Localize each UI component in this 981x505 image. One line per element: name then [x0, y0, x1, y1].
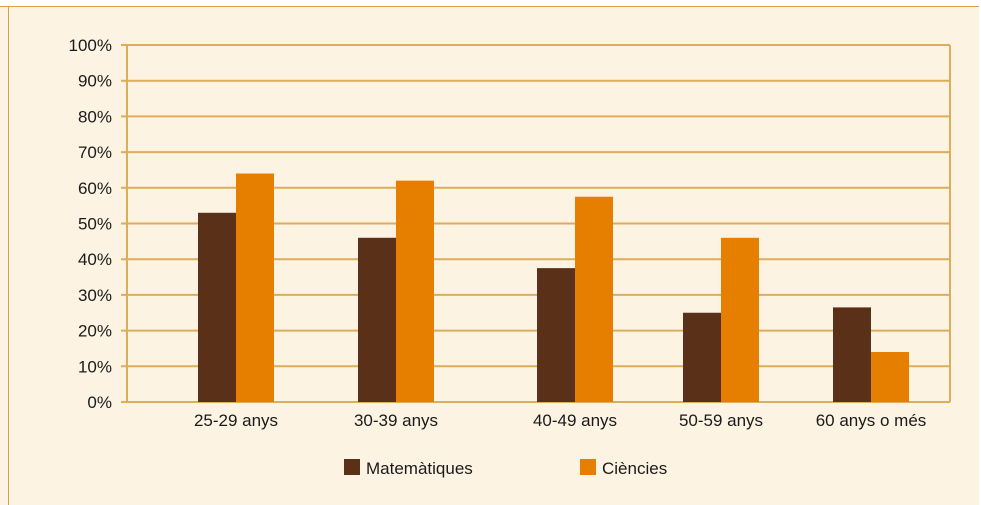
bar-ciencies: [396, 180, 434, 402]
x-category-label: 60 anys o més: [816, 411, 927, 430]
x-category-label: 40-49 anys: [533, 411, 617, 430]
x-category-label: 50-59 anys: [679, 411, 763, 430]
bar-matematiques: [683, 312, 721, 402]
bar-matematiques: [358, 237, 396, 402]
legend-swatch: [344, 459, 360, 475]
frame-right-edge: [979, 6, 981, 505]
y-tick-label: 90%: [78, 72, 112, 91]
bar-ciencies: [871, 352, 909, 402]
y-tick-label: 70%: [78, 143, 112, 162]
bar-matematiques: [537, 268, 575, 402]
legend: Matemàtiques Ciències: [344, 459, 667, 478]
frame-top-border: [0, 0, 981, 7]
y-tick-label: 20%: [78, 322, 112, 341]
y-tick-label: 50%: [78, 215, 112, 234]
bar-matematiques: [833, 307, 871, 402]
y-axis-ticks: 0% 10% 20% 30% 40% 50% 60% 70% 80% 90% 100%: [69, 36, 112, 412]
bar-ciencies: [721, 237, 759, 402]
x-category-label: 25-29 anys: [194, 411, 278, 430]
y-tick-label: 100%: [69, 36, 112, 55]
y-tick-label: 0%: [87, 393, 112, 412]
bars: [198, 173, 909, 402]
y-tick-label: 40%: [78, 250, 112, 269]
bar-matematiques: [198, 212, 236, 402]
y-tick-label: 10%: [78, 357, 112, 376]
y-tick-label: 30%: [78, 286, 112, 305]
legend-label: Ciències: [602, 459, 667, 478]
y-tick-label: 60%: [78, 179, 112, 198]
frame-left-border: [8, 6, 9, 505]
x-category-label: 30-39 anys: [354, 411, 438, 430]
x-axis-categories: 25-29 anys 30-39 anys 40-49 anys 50-59 anys…: [194, 411, 926, 430]
y-tick-label: 80%: [78, 107, 112, 126]
legend-label: Matemàtiques: [366, 459, 473, 478]
bar-ciencies: [236, 173, 274, 402]
legend-swatch: [580, 459, 596, 475]
bar-ciencies: [575, 196, 613, 402]
